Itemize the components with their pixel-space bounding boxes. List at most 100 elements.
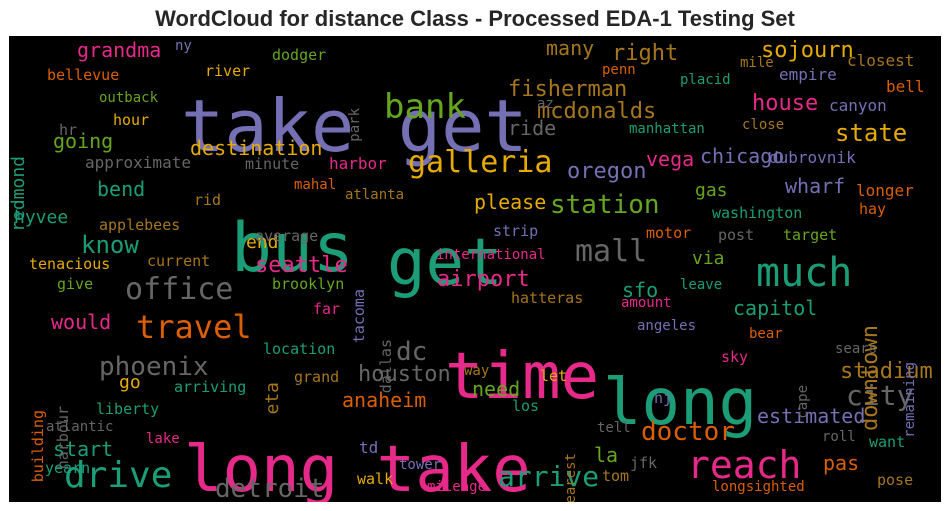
word-drive: drive xyxy=(64,455,172,496)
word-tenacious: tenacious xyxy=(29,255,110,273)
word-harbor: harbor xyxy=(329,154,387,173)
word-lake: lake xyxy=(146,431,180,447)
word-walk: walk xyxy=(357,470,393,488)
word-atlantic: atlantic xyxy=(46,419,113,435)
word-bell: bell xyxy=(886,77,925,96)
word-seattle: seattle xyxy=(255,253,348,278)
word-stadium: stadium xyxy=(840,359,933,384)
word-downtown: downtown xyxy=(858,325,883,431)
word-average: average xyxy=(255,227,318,245)
word-sojourn: sojourn xyxy=(761,38,854,63)
word-time: time xyxy=(445,340,599,414)
word-longer: longer xyxy=(856,181,914,200)
word-city: city xyxy=(846,379,913,412)
word-brooklyn: brooklyn xyxy=(272,275,344,293)
word-tom: tom xyxy=(602,467,629,485)
word-eta: eta xyxy=(262,382,283,415)
word-oregon: oregon xyxy=(567,159,646,184)
word-via: via xyxy=(692,248,725,269)
word-bank: bank xyxy=(384,87,466,127)
word-much: much xyxy=(756,250,852,296)
word-ny: ny xyxy=(175,38,192,54)
word-strip: strip xyxy=(493,222,538,240)
word-dc: dc xyxy=(396,337,427,367)
word-ride: ride xyxy=(508,116,556,140)
word-house: house xyxy=(752,91,818,116)
word-canyon: canyon xyxy=(829,96,887,115)
word-international: international xyxy=(436,247,546,263)
word-cape: cape xyxy=(795,385,811,419)
word-bear: bear xyxy=(749,326,783,342)
word-grand: grand xyxy=(294,368,339,386)
word-los: los xyxy=(512,397,539,415)
word-mile: mile xyxy=(740,55,774,71)
word-penn: penn xyxy=(602,62,636,78)
chart-title: WordCloud for distance Class - Processed… xyxy=(155,6,795,31)
word-way: way xyxy=(464,363,489,379)
word-arriving: arriving xyxy=(174,378,246,396)
word-longsighted: longsighted xyxy=(712,479,805,495)
word-mall: mall xyxy=(575,234,647,269)
word-hyvee: hyvee xyxy=(14,207,68,228)
word-current: current xyxy=(147,252,210,270)
word-sfo: sfo xyxy=(622,278,658,302)
word-amount: amount xyxy=(621,295,672,311)
word-station: station xyxy=(550,190,660,220)
word-hour: hour xyxy=(113,111,149,129)
word-sears: sears xyxy=(835,341,877,357)
word-fisherman: fisherman xyxy=(508,77,627,102)
word-dallas: dallas xyxy=(377,339,395,393)
word-dodger: dodger xyxy=(272,46,326,64)
word-building: building xyxy=(29,410,47,482)
wordcloud-svg: take get bus get time long long take bank much g… xyxy=(9,36,933,502)
word-nearest: nearest xyxy=(563,453,579,502)
word-give: give xyxy=(57,275,93,293)
word-park: park xyxy=(347,107,363,141)
word-many: many xyxy=(546,36,594,60)
word-get: get xyxy=(387,226,503,300)
word-tacoma: tacoma xyxy=(350,289,368,343)
word-vega: vega xyxy=(646,147,694,171)
word-grandma: grandma xyxy=(77,38,161,62)
word-atlanta: atlanta xyxy=(345,187,404,203)
word-detroit: detroit xyxy=(215,474,325,502)
word-bus: bus xyxy=(231,209,354,288)
word-remaining: remaining xyxy=(902,362,918,438)
word-post: post xyxy=(718,226,754,244)
word-phoenix: phoenix xyxy=(99,352,209,382)
word-start: start xyxy=(53,437,113,461)
word-far: far xyxy=(313,300,340,318)
word-destination: destination xyxy=(190,136,322,160)
word-bellevue: bellevue xyxy=(47,66,119,84)
word-placid: placid xyxy=(680,72,731,88)
word-arrive: arrive xyxy=(498,460,599,493)
word-mahal: mahal xyxy=(294,177,336,193)
word-take-get: take get xyxy=(181,84,528,168)
word-doctor: doctor xyxy=(641,417,735,447)
word-pose: pose xyxy=(877,471,913,489)
word-empire: empire xyxy=(779,65,837,84)
word-az: az xyxy=(537,96,554,112)
word-approximate: approximate xyxy=(85,153,191,172)
word-let: let xyxy=(540,367,567,385)
word-roll: roll xyxy=(822,429,856,445)
word-minute: minute xyxy=(245,155,299,173)
word-hay: hay xyxy=(859,200,886,218)
word-galleria: galleria xyxy=(408,145,553,180)
word-anaheim: anaheim xyxy=(342,388,426,412)
word-gas: gas xyxy=(695,180,728,201)
word-td: td xyxy=(359,438,378,457)
word-applebees: applebees xyxy=(99,216,180,234)
word-would: would xyxy=(51,310,111,334)
word-right: right xyxy=(612,41,678,66)
word-sky: sky xyxy=(721,348,748,366)
word-dubrovnik: dubrovnik xyxy=(769,148,856,167)
word-tower: tower xyxy=(399,457,441,473)
word-harbour: harbour xyxy=(54,406,72,469)
word-jfk: jfk xyxy=(630,454,657,472)
word-capitol: capitol xyxy=(733,296,817,320)
word-office: office xyxy=(125,272,233,307)
word-outback: outback xyxy=(99,90,159,106)
word-travel: travel xyxy=(136,308,252,346)
word-know: know xyxy=(81,231,139,259)
